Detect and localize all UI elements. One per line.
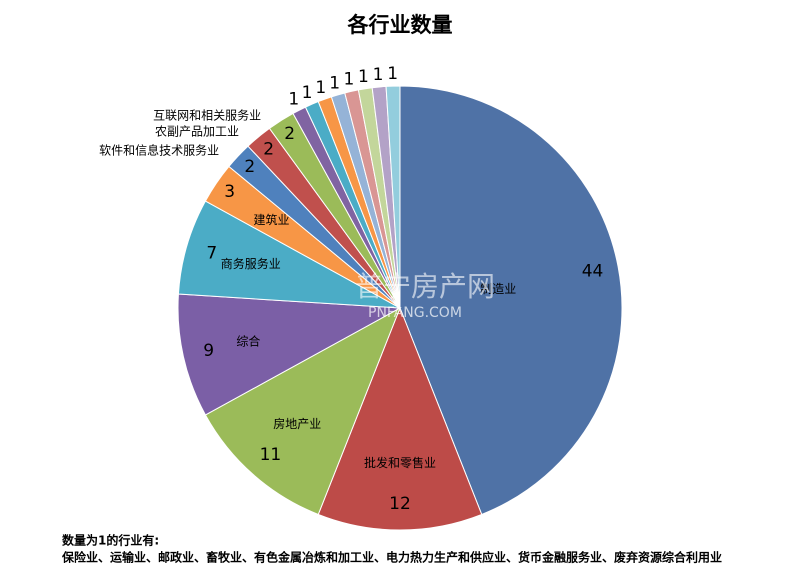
- value-label: 1: [344, 70, 355, 90]
- note: 数量为1的行业有:: [62, 533, 159, 548]
- category-label: 互联网和相关服务业: [153, 107, 261, 122]
- value-label: 1: [288, 90, 299, 110]
- category-label: 农副产品加工业: [155, 125, 239, 139]
- value-label: 2: [284, 124, 295, 144]
- value-label: 1: [315, 78, 326, 98]
- value-label: 3: [224, 182, 235, 202]
- category-label: 建筑业: [253, 212, 289, 227]
- pie-slice: [385, 85, 401, 309]
- value-label: 7: [206, 243, 217, 263]
- category-label: 商务服务业: [221, 256, 281, 271]
- pie-slice: [204, 306, 401, 516]
- category-label: 软件和信息技术服务业: [99, 142, 219, 157]
- value-label: 1: [302, 83, 313, 103]
- category-label: 制造业: [480, 282, 516, 296]
- value-label: 44: [582, 261, 604, 281]
- value-label: 1: [373, 65, 384, 85]
- note: 保险业、运输业、邮政业、畜牧业、有色金属冶炼和加工业、电力热力生产和供应业、货币…: [61, 550, 722, 565]
- category-label: 房地产业: [273, 416, 321, 431]
- value-label: 11: [260, 445, 282, 465]
- value-label: 9: [203, 341, 214, 361]
- value-label: 1: [358, 67, 369, 87]
- value-label: 1: [387, 64, 398, 84]
- watermark: PNFANG.COM: [368, 305, 462, 321]
- category-label: 批发和零售业: [364, 455, 436, 470]
- pie-slice: [317, 306, 483, 531]
- value-label: 2: [263, 139, 274, 159]
- pie-slice: [177, 293, 402, 416]
- watermark: 普宁房产网: [355, 270, 495, 303]
- value-label: 12: [389, 494, 411, 514]
- value-label: 2: [244, 157, 255, 177]
- value-label: 1: [329, 73, 340, 93]
- pie-slice: [399, 85, 623, 516]
- category-label: 综合: [236, 333, 260, 348]
- chart-title: 各行业数量: [347, 13, 453, 37]
